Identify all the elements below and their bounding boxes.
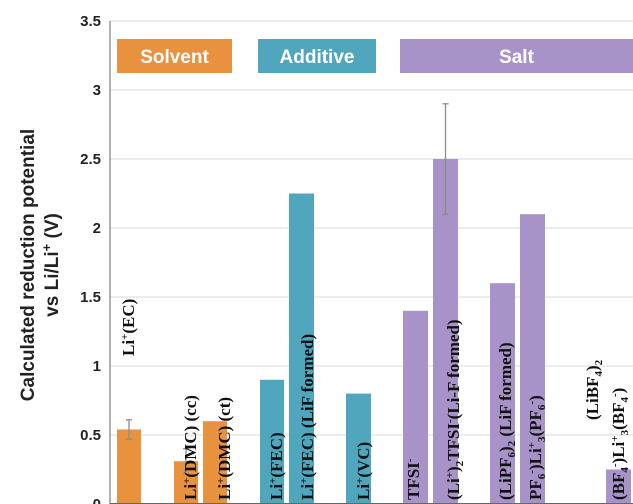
bar-additive bbox=[346, 393, 371, 504]
y-axis-label-line1: Calculated reduction potential bbox=[18, 129, 39, 401]
bar-salt bbox=[606, 469, 631, 504]
error-bars bbox=[126, 103, 449, 475]
y-tick-label: 1 bbox=[93, 358, 101, 375]
bar-salt bbox=[403, 310, 428, 504]
bar-salt bbox=[520, 214, 545, 504]
bar-label: Li+(DMC) (ct) bbox=[215, 397, 234, 500]
bar-label: Li+(DMC) (cc) bbox=[181, 395, 200, 500]
bar-solvent bbox=[203, 421, 227, 504]
bar-label: TFSI- bbox=[404, 458, 423, 500]
bar-label: Li+(FEC) (LiF formed) bbox=[298, 334, 317, 500]
bar-additive bbox=[289, 193, 314, 504]
bar-label: (LiPF6)2 (LiF formed) bbox=[496, 342, 518, 500]
y-axis-label-line2: vs Li/Li+ (V) bbox=[39, 213, 63, 317]
group-headers: Solvent Additive Salt bbox=[117, 39, 633, 73]
y-tick-label: 0.5 bbox=[80, 427, 101, 444]
bar-label: Li+(EC) bbox=[119, 299, 138, 356]
group-header-solvent bbox=[117, 39, 232, 73]
y-tick-label: 0 bbox=[93, 496, 101, 504]
bar-label: (Li+)2TFSI-(Li-F formed) bbox=[444, 319, 466, 500]
bar-salt bbox=[433, 159, 458, 504]
y-tick-label: 3 bbox=[93, 82, 101, 99]
bar-label: (LiBF4)2 bbox=[583, 359, 605, 420]
group-header-additive bbox=[258, 39, 376, 73]
bar-solvent bbox=[117, 429, 141, 504]
y-tick-label: 3.5 bbox=[80, 13, 101, 30]
y-tick-label: 2.5 bbox=[80, 151, 101, 168]
y-tick-label: 1.5 bbox=[80, 289, 101, 306]
y-tick-label: 2 bbox=[93, 220, 101, 237]
bar-additive bbox=[260, 379, 284, 504]
group-header-label: Solvent bbox=[140, 47, 209, 68]
bar-label: Li+(VC) bbox=[354, 442, 373, 500]
group-header-salt bbox=[400, 39, 633, 73]
bar-labels: Li+(EC) Li+(DMC) (cc) Li+(DMC) (ct) Li+(FEC… bbox=[119, 299, 631, 500]
group-header-label: Salt bbox=[499, 47, 535, 68]
bar-label: PF6-)Li+3(PF6-) bbox=[526, 395, 548, 500]
bar-label: (BF4-)Li+3(BF4-) bbox=[609, 388, 631, 500]
bar-salt bbox=[490, 283, 515, 504]
bars bbox=[117, 159, 631, 504]
gridlines bbox=[110, 20, 633, 436]
y-tick-labels: 0 0.5 1 1.5 2 2.5 3 3.5 bbox=[80, 13, 101, 504]
bar-label: Li+(FEC) bbox=[267, 432, 286, 500]
group-header-label: Additive bbox=[280, 47, 355, 68]
